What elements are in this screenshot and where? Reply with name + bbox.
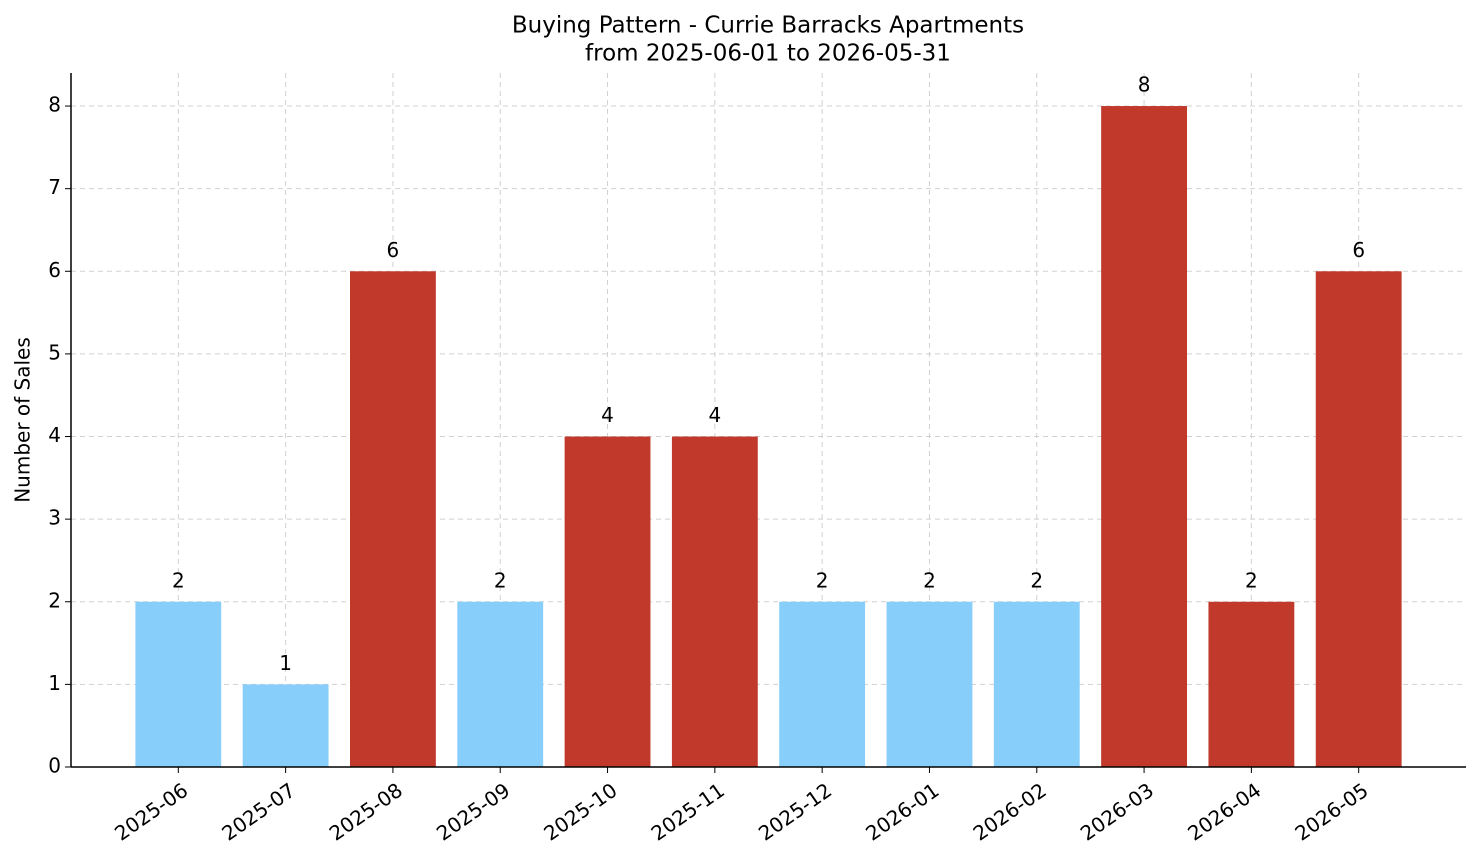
y-tick-label: 1 [48, 671, 61, 695]
bar [457, 601, 544, 767]
bar [242, 684, 329, 767]
bar [564, 436, 651, 767]
data-label: 8 [1138, 73, 1151, 97]
y-tick-label: 8 [48, 93, 61, 117]
x-tick-label: 2026-05 [1290, 778, 1372, 846]
x-tick-label: 2025-12 [754, 778, 836, 846]
bar [671, 436, 758, 767]
y-axis-label: Number of Sales [11, 337, 35, 503]
x-tick-label: 2025-09 [432, 778, 514, 846]
bar [779, 601, 866, 767]
y-tick-label: 4 [48, 423, 61, 447]
x-tick-label: 2025-07 [217, 778, 299, 846]
x-tick-label: 2026-02 [969, 778, 1051, 846]
y-tick-label: 3 [48, 506, 61, 530]
bar [350, 271, 436, 767]
bar [993, 601, 1080, 767]
bar [886, 601, 973, 767]
data-label: 1 [279, 651, 292, 675]
y-tick-label: 6 [48, 258, 61, 282]
chart-subtitle: from 2025-06-01 to 2026-05-31 [585, 41, 951, 67]
data-label: 4 [601, 403, 614, 427]
bar [1208, 601, 1295, 767]
x-tick-label: 2026-01 [861, 778, 943, 846]
data-label: 6 [387, 238, 400, 262]
y-tick-label: 7 [48, 175, 61, 199]
bar [135, 601, 222, 767]
data-label: 2 [1030, 568, 1043, 592]
bar [1101, 106, 1187, 768]
data-label: 2 [494, 568, 507, 592]
data-label: 2 [816, 568, 829, 592]
data-label: 2 [1245, 568, 1258, 592]
x-tick-label: 2025-10 [539, 778, 621, 846]
y-tick-label: 2 [48, 588, 61, 612]
data-label: 4 [708, 403, 721, 427]
y-tick-label: 5 [48, 340, 61, 364]
x-tick-label: 2026-03 [1076, 778, 1158, 846]
x-tick-label: 2025-11 [647, 778, 729, 846]
chart-title: Buying Pattern - Currie Barracks Apartme… [512, 13, 1024, 39]
data-label: 6 [1352, 238, 1365, 262]
x-tick-label: 2026-04 [1183, 778, 1265, 846]
y-tick-label: 0 [48, 754, 61, 778]
data-label: 2 [172, 568, 185, 592]
x-tick-label: 2025-06 [110, 778, 192, 846]
data-label: 2 [923, 568, 936, 592]
x-tick-label: 2025-08 [325, 778, 407, 846]
bar [1315, 271, 1402, 767]
